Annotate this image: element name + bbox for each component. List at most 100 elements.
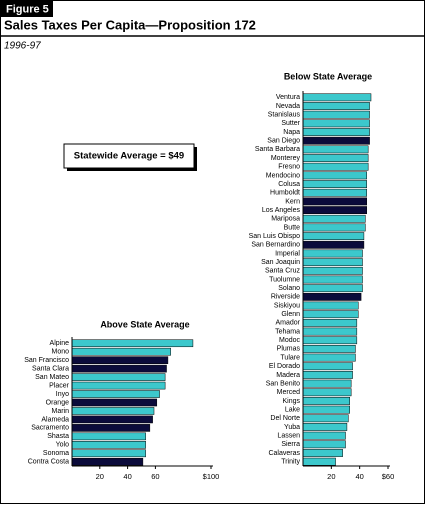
y-tick-label: Tehama	[275, 328, 300, 335]
y-tick-label: Sacramento	[31, 425, 69, 432]
y-tick-label: Plumas	[277, 346, 301, 353]
bar	[302, 371, 353, 379]
y-tick-label: Mono	[51, 349, 69, 356]
bar	[71, 347, 171, 356]
y-tick-label: Alameda	[41, 416, 69, 423]
bar	[302, 197, 367, 206]
bar	[302, 232, 365, 241]
y-tick-label: Alpine	[50, 340, 70, 347]
y-tick-label: Merced	[277, 389, 300, 396]
bar	[302, 154, 369, 162]
bar	[302, 379, 352, 388]
bar	[71, 407, 155, 415]
subtitle: 1996-97	[4, 41, 41, 52]
bar	[302, 457, 336, 466]
bar	[302, 110, 370, 119]
y-tick-label: Solano	[278, 285, 300, 292]
bar	[302, 292, 362, 301]
chart-title: Above State Average	[100, 319, 189, 329]
annotation: Statewide Average = $49	[74, 151, 184, 162]
y-tick-label: Ventura	[276, 94, 300, 101]
y-tick-label: Napa	[283, 129, 300, 136]
y-tick-label: Stanislaus	[268, 112, 301, 119]
y-tick-label: Kings	[282, 398, 300, 405]
annotation-shadow	[194, 147, 197, 171]
y-tick-label: Santa Clara	[32, 365, 69, 372]
y-tick-label: Sutter	[281, 120, 300, 127]
x-tick-label: $100	[203, 472, 220, 481]
y-tick-label: Shasta	[47, 433, 69, 440]
y-tick-label: Imperial	[275, 250, 300, 257]
y-tick-label: San Joaquin	[261, 259, 300, 266]
bar	[71, 356, 169, 364]
y-tick-label: Humboldt	[270, 190, 300, 197]
bar	[302, 128, 370, 136]
y-tick-label: Mariposa	[271, 216, 300, 223]
y-tick-label: Santa Barbara	[255, 146, 300, 153]
y-tick-label: Fresno	[278, 164, 300, 171]
bar	[302, 188, 367, 197]
bar	[71, 364, 167, 373]
y-tick-label: Marin	[51, 408, 69, 415]
y-tick-label: Yolo	[56, 442, 69, 449]
bar	[71, 432, 146, 441]
bar	[71, 415, 153, 424]
bar	[302, 397, 350, 405]
chart-title: Below State Average	[284, 71, 372, 81]
y-tick-label: Tuolumne	[269, 276, 300, 283]
bar	[302, 206, 367, 214]
bar	[302, 145, 369, 154]
bar	[71, 457, 144, 466]
bar	[302, 440, 346, 449]
bar	[302, 405, 350, 414]
y-tick-label: Colusa	[278, 181, 300, 188]
bar	[302, 249, 363, 258]
y-tick-label: Sonoma	[43, 450, 69, 457]
y-tick-label: Glenn	[281, 311, 300, 318]
y-tick-label: Calaveras	[268, 450, 300, 457]
y-tick-label: Placer	[49, 382, 70, 389]
y-tick-label: Amador	[275, 320, 300, 327]
bar	[302, 449, 343, 457]
bar	[302, 301, 359, 310]
bar	[302, 327, 358, 336]
annotation-box	[63, 143, 195, 169]
y-tick-label: San Francisco	[24, 357, 69, 364]
figure-label-box	[1, 1, 53, 17]
x-tick-label: 60	[151, 472, 159, 481]
bar	[302, 388, 352, 397]
bar	[71, 390, 160, 398]
bar	[71, 441, 146, 449]
y-tick-label: Modoc	[279, 337, 301, 344]
bar	[71, 449, 146, 458]
y-tick-label: Del Norte	[270, 415, 300, 422]
annotation-shadow	[67, 168, 197, 171]
y-tick-label: Santa Cruz	[265, 268, 301, 275]
bar	[302, 214, 366, 223]
y-tick-label: Lake	[285, 406, 300, 413]
y-tick-label: Kern	[285, 198, 300, 205]
bar	[71, 339, 194, 348]
bar	[302, 162, 369, 171]
y-tick-label: Yuba	[284, 424, 300, 431]
y-tick-label: Contra Costa	[28, 459, 69, 466]
bar	[302, 423, 348, 431]
y-tick-label: Siskiyou	[274, 302, 300, 309]
x-tick-label: 20	[96, 472, 104, 481]
bar	[302, 171, 367, 180]
x-tick-label: 40	[123, 472, 131, 481]
x-tick-label: 20	[327, 472, 335, 481]
title: Sales Taxes Per Capita—Proposition 172	[4, 17, 256, 32]
y-tick-label: Inyo	[56, 391, 69, 398]
bar	[302, 180, 367, 188]
bar	[302, 258, 363, 267]
y-tick-label: San Diego	[267, 138, 300, 145]
bar	[302, 310, 359, 319]
y-tick-label: Mendocino	[266, 172, 300, 179]
bar	[302, 223, 366, 232]
y-tick-label: Riverside	[271, 294, 300, 301]
x-tick-label: 40	[355, 472, 363, 481]
y-tick-label: Monterey	[271, 155, 301, 162]
bar	[302, 362, 353, 371]
